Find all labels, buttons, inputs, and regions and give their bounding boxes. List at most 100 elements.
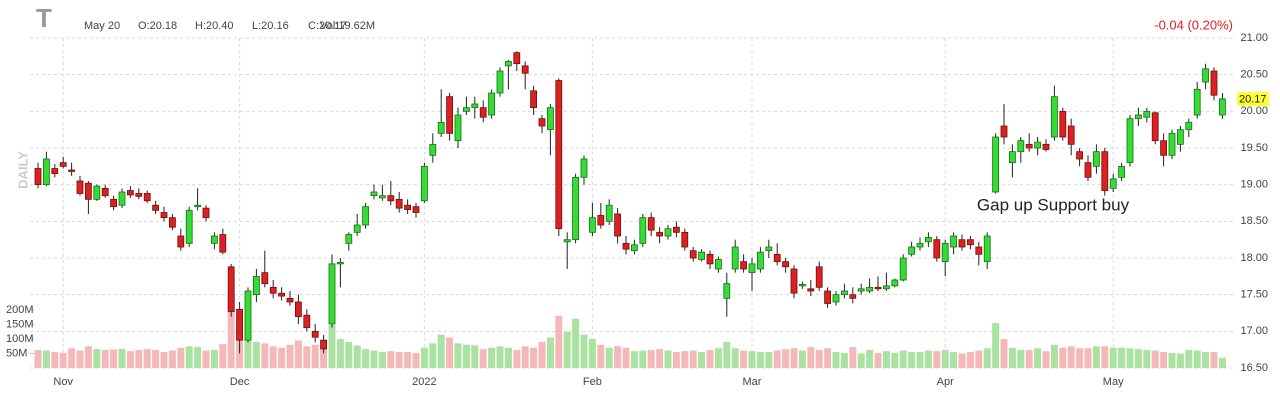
- candle-body: [563, 239, 571, 243]
- x-tick-label: Mar: [743, 376, 762, 388]
- volume-bar: [252, 341, 260, 368]
- volume-bar: [294, 340, 302, 368]
- candle-body: [731, 246, 739, 270]
- volume-bar: [278, 347, 286, 368]
- volume-bar: [807, 347, 815, 368]
- candle-body: [908, 246, 915, 255]
- candle-body: [446, 96, 454, 134]
- candle-body: [76, 180, 84, 194]
- volume-bar: [698, 352, 706, 368]
- candle-body: [395, 198, 403, 209]
- volume-bar: [756, 352, 764, 368]
- candle-body: [941, 242, 949, 263]
- candle-body: [143, 193, 151, 202]
- candle-body: [1219, 98, 1226, 116]
- candle-body: [294, 301, 302, 318]
- candle-body: [647, 217, 655, 231]
- volume-bar: [93, 349, 101, 368]
- volume-bar: [1126, 348, 1134, 368]
- candle-body: [135, 193, 143, 197]
- candle-body: [631, 244, 638, 252]
- volume-bar: [1109, 347, 1117, 368]
- candle-body: [597, 215, 605, 226]
- volume-bar: [748, 351, 756, 368]
- candle-body: [336, 261, 344, 265]
- volume-bar: [336, 339, 344, 368]
- volume-bar: [1076, 348, 1084, 368]
- volume-bar: [706, 350, 714, 368]
- candle-body: [925, 237, 932, 243]
- y-tick-label: 20.50: [1240, 69, 1268, 81]
- volume-bar: [1176, 353, 1184, 368]
- volume-tick-label: 50M: [6, 347, 27, 359]
- volume-bar: [437, 334, 445, 368]
- candle-body: [34, 168, 42, 186]
- volume-bar: [513, 350, 521, 368]
- volume-tick-label: 150M: [6, 318, 34, 330]
- y-tick-label: 21.00: [1240, 32, 1268, 44]
- x-tick-label: Nov: [53, 376, 73, 388]
- y-tick-label: 19.50: [1240, 142, 1268, 154]
- volume-bar: [1084, 348, 1092, 368]
- volume-bar: [152, 350, 160, 368]
- annotation: Gap up Support buy: [977, 195, 1130, 214]
- volume-bar: [773, 350, 781, 368]
- candle-body: [378, 195, 386, 199]
- candle-body: [765, 246, 773, 252]
- candle-body: [967, 239, 974, 246]
- candle-body: [1042, 143, 1050, 150]
- candle-body: [269, 286, 277, 294]
- volume-bar: [647, 350, 655, 368]
- candle-body: [916, 242, 924, 248]
- candle-body: [555, 80, 563, 230]
- candle-body: [1067, 125, 1075, 145]
- candle-body: [370, 191, 378, 197]
- candle-body: [547, 107, 554, 131]
- candle-body: [1009, 151, 1016, 164]
- volume-bar: [504, 347, 512, 368]
- volume-bar: [681, 351, 689, 368]
- volume-bar: [345, 341, 353, 368]
- candle-body: [1059, 110, 1067, 138]
- candle-body: [462, 107, 470, 112]
- header-low: L:20.16: [252, 20, 289, 32]
- candle-body: [799, 283, 806, 287]
- candle-body: [202, 207, 210, 219]
- candle-body: [748, 263, 756, 274]
- candle-body: [152, 204, 160, 211]
- candle-body: [1143, 110, 1151, 118]
- volume-bar: [563, 331, 571, 368]
- volume-bar: [395, 352, 403, 368]
- candle-body: [420, 165, 428, 202]
- volume-bar: [765, 352, 773, 368]
- volume-bar: [1067, 346, 1075, 368]
- candle-body: [1151, 112, 1159, 142]
- volume-bar: [840, 352, 848, 368]
- volume-bar: [118, 348, 126, 368]
- volume-bar: [1134, 349, 1142, 368]
- volume-bar: [76, 350, 84, 368]
- volume-bar: [1034, 348, 1042, 368]
- volume-bar: [185, 346, 193, 368]
- candle-body: [513, 52, 521, 65]
- volume-bar: [605, 347, 613, 368]
- volume-bar: [135, 350, 143, 368]
- volume-bar: [210, 350, 218, 368]
- candle-body: [1168, 132, 1176, 156]
- volume-bar: [51, 352, 59, 368]
- candle-body: [1034, 141, 1041, 149]
- volume-bar: [194, 347, 202, 368]
- candle-body: [101, 187, 109, 197]
- volume-bar: [177, 347, 185, 368]
- candle-body: [773, 253, 781, 263]
- watermark: DAILY: [15, 151, 30, 189]
- plot: [30, 37, 1236, 369]
- volume-bar: [992, 323, 1000, 368]
- candle-body: [899, 257, 907, 281]
- volume-bar: [798, 350, 806, 368]
- candle-body: [93, 185, 101, 200]
- candle-body: [504, 61, 512, 67]
- candle-body: [933, 239, 941, 259]
- candle-body: [496, 70, 504, 94]
- volume-bar: [1101, 346, 1109, 368]
